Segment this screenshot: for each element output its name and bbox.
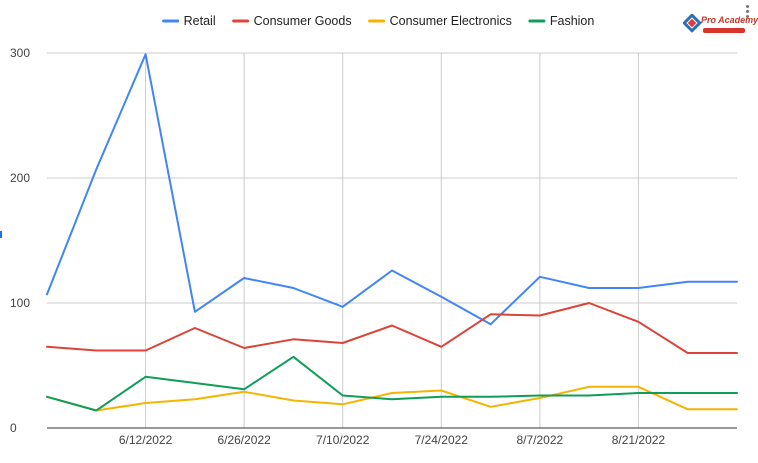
grid-lines	[47, 52, 737, 428]
x-tick-label: 6/26/2022	[217, 433, 271, 447]
legend: Retail Consumer Goods Consumer Electronics…	[162, 14, 595, 28]
legend-label: Retail	[184, 14, 216, 28]
y-tick-label: 100	[10, 296, 30, 310]
more-vertical-icon[interactable]	[744, 5, 750, 23]
series-line-consumer-electronics	[46, 385, 738, 412]
x-tick-label: 8/21/2022	[612, 433, 666, 447]
x-tick-label: 8/7/2022	[516, 433, 563, 447]
series-line-fashion	[46, 355, 738, 412]
legend-label: Consumer Electronics	[390, 14, 512, 28]
y-tick-label: 0	[10, 421, 17, 435]
axes: 0 100 200 300 6/12/2022 6/26/2022 7/10/2022 7/2…	[10, 46, 737, 447]
logo-badge	[703, 28, 745, 33]
pro-academy-logo-icon	[683, 14, 702, 33]
legend-label: Fashion	[550, 14, 595, 28]
legend-item-fashion: Fashion	[528, 14, 595, 28]
x-tick-label: 7/10/2022	[316, 433, 370, 447]
logo-text: Pro Academy	[701, 15, 758, 25]
legend-item-consumer-goods: Consumer Goods	[232, 14, 352, 28]
legend-item-consumer-electronics: Consumer Electronics	[368, 14, 512, 28]
y-tick-label: 300	[10, 46, 30, 60]
legend-label: Consumer Goods	[254, 14, 352, 28]
y-tick-label: 200	[10, 171, 30, 185]
x-tick-label: 6/12/2022	[119, 433, 173, 447]
pro-academy-logo: Pro Academy	[683, 12, 758, 42]
legend-item-retail: Retail	[162, 14, 216, 28]
series-line-retail	[46, 53, 738, 326]
x-tick-label: 7/24/2022	[415, 433, 469, 447]
series-line-consumer-goods	[46, 302, 738, 354]
left-edge-marker	[0, 231, 2, 238]
series-lines	[46, 53, 738, 412]
